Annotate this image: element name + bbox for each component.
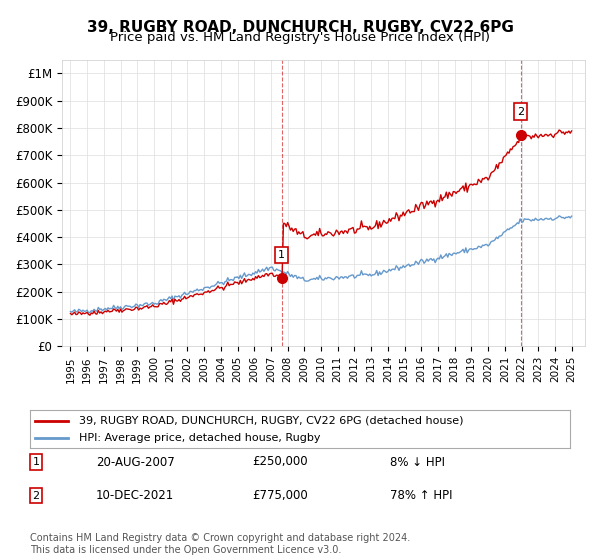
Text: 1: 1 bbox=[278, 250, 285, 260]
Text: £250,000: £250,000 bbox=[252, 455, 308, 469]
Text: 2: 2 bbox=[32, 491, 40, 501]
Text: 1: 1 bbox=[32, 457, 40, 467]
Text: 20-AUG-2007: 20-AUG-2007 bbox=[96, 455, 175, 469]
Text: 2: 2 bbox=[517, 106, 524, 116]
Text: Price paid vs. HM Land Registry's House Price Index (HPI): Price paid vs. HM Land Registry's House … bbox=[110, 31, 490, 44]
Text: 39, RUGBY ROAD, DUNCHURCH, RUGBY, CV22 6PG: 39, RUGBY ROAD, DUNCHURCH, RUGBY, CV22 6… bbox=[86, 20, 514, 35]
Text: 78% ↑ HPI: 78% ↑ HPI bbox=[390, 489, 452, 502]
Text: HPI: Average price, detached house, Rugby: HPI: Average price, detached house, Rugb… bbox=[79, 433, 320, 444]
Text: 10-DEC-2021: 10-DEC-2021 bbox=[96, 489, 174, 502]
Text: 8% ↓ HPI: 8% ↓ HPI bbox=[390, 455, 445, 469]
Text: 39, RUGBY ROAD, DUNCHURCH, RUGBY, CV22 6PG (detached house): 39, RUGBY ROAD, DUNCHURCH, RUGBY, CV22 6… bbox=[79, 416, 463, 426]
Text: Contains HM Land Registry data © Crown copyright and database right 2024.
This d: Contains HM Land Registry data © Crown c… bbox=[30, 533, 410, 555]
Text: £775,000: £775,000 bbox=[252, 489, 308, 502]
